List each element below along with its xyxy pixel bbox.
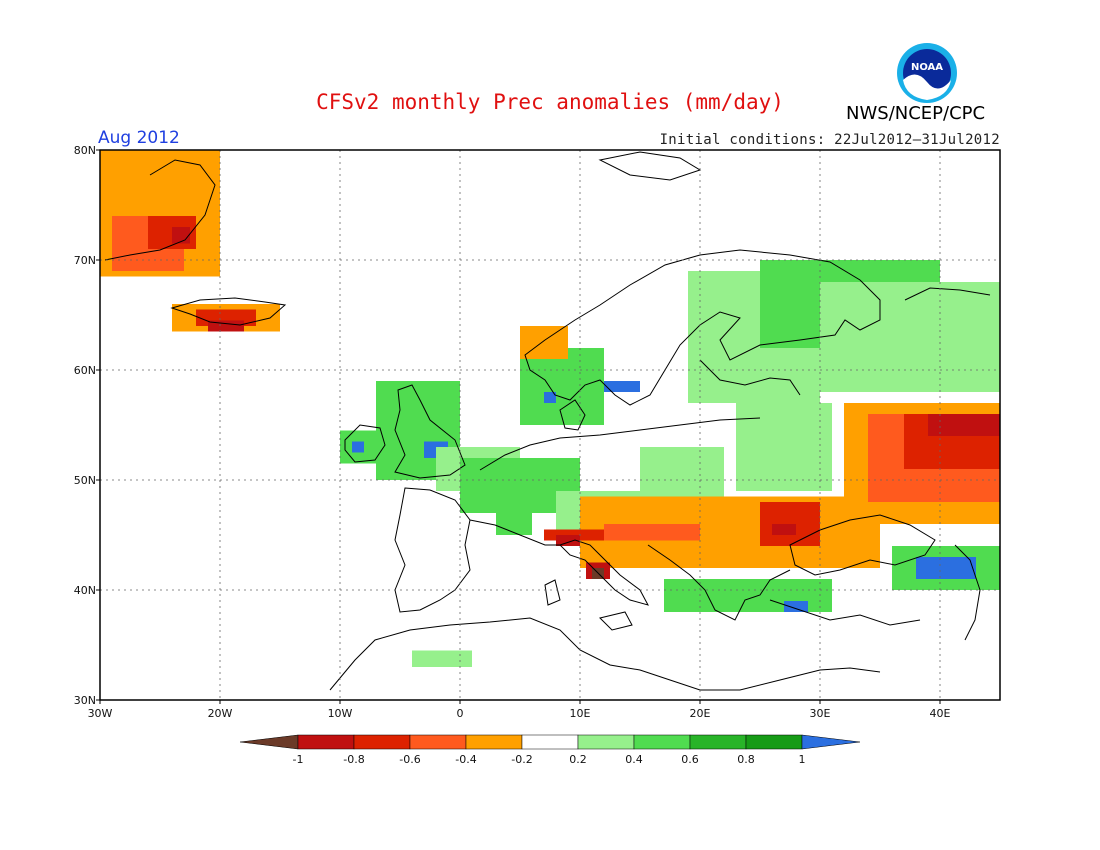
- lon-tick-label: 20E: [690, 707, 711, 720]
- longitude-labels: 30W 20W 10W 0 10E 20E 30E 40E: [88, 700, 951, 720]
- anomaly-cell: [544, 392, 556, 403]
- noaa-logo: NOAA: [897, 43, 957, 103]
- lon-tick-label: 40E: [930, 707, 951, 720]
- anomaly-cell: [496, 502, 532, 535]
- anomaly-cell: [520, 326, 568, 359]
- legend-label: -0.2: [511, 753, 532, 766]
- anomaly-cell: [916, 557, 976, 579]
- lon-tick-label: 20W: [208, 707, 233, 720]
- legend-label: -1: [293, 753, 304, 766]
- anomaly-cell: [172, 227, 190, 244]
- anomaly-cells: [100, 150, 1000, 667]
- lat-tick-label: 50N: [74, 474, 96, 487]
- legend-swatch: [577, 734, 635, 750]
- anomaly-cell: [604, 524, 700, 541]
- anomaly-cell: [736, 403, 832, 491]
- latitude-labels: 30N 40N 50N 60N 70N 80N: [74, 144, 100, 707]
- anomaly-cell: [412, 650, 472, 667]
- legend-swatch: [745, 734, 803, 750]
- lon-tick-label: 10W: [328, 707, 353, 720]
- chart-title: CFSv2 monthly Prec anomalies (mm/day): [316, 90, 784, 114]
- initial-conditions: Initial conditions: 22Jul2012–31Jul2012: [659, 132, 1000, 148]
- legend-label: 0.4: [625, 753, 643, 766]
- graticule: [100, 150, 1000, 700]
- lon-tick-label: 30E: [810, 707, 831, 720]
- lat-tick-label: 80N: [74, 144, 96, 157]
- legend-label: 1: [799, 753, 806, 766]
- legend-swatch: [633, 734, 691, 750]
- forecast-period: Aug 2012: [98, 128, 180, 148]
- legend-swatch: [689, 734, 747, 750]
- legend-label: -0.6: [399, 753, 420, 766]
- lat-tick-label: 70N: [74, 254, 96, 267]
- legend-swatch: [465, 734, 523, 750]
- anomaly-cell: [208, 320, 244, 332]
- lon-tick-label: 10E: [570, 707, 591, 720]
- legend-swatch: [353, 734, 411, 750]
- legend-label: 0.2: [569, 753, 587, 766]
- lat-tick-label: 30N: [74, 694, 96, 707]
- coastlines: [104, 151, 991, 691]
- map-frame: [99, 149, 1001, 701]
- anomaly-cell: [928, 414, 1000, 436]
- legend-high-triangle: [801, 734, 861, 750]
- legend-label: 0.6: [681, 753, 699, 766]
- anomaly-cell: [772, 524, 796, 535]
- legend-swatch: [521, 734, 579, 750]
- lat-tick-label: 40N: [74, 584, 96, 597]
- legend-swatch: [409, 734, 467, 750]
- anomaly-cell: [520, 348, 604, 425]
- legend-label: 0.8: [737, 753, 755, 766]
- anomaly-cell: [352, 441, 364, 453]
- legend-low-triangle: [239, 734, 299, 750]
- anomaly-cell: [784, 601, 808, 612]
- agency-label: NWS/NCEP/CPC: [846, 103, 986, 124]
- logo-text: NOAA: [911, 62, 943, 73]
- anomaly-cell: [556, 535, 580, 546]
- anomaly-cell: [604, 381, 640, 392]
- lon-tick-label: 0: [457, 707, 464, 720]
- lat-tick-label: 60N: [74, 364, 96, 377]
- legend-label: -0.4: [455, 753, 476, 766]
- legend-swatch: [297, 734, 355, 750]
- lon-tick-label: 30W: [88, 707, 113, 720]
- legend-label: -0.8: [343, 753, 364, 766]
- anomaly-cell: [820, 282, 1000, 392]
- color-legend: -1 -0.8 -0.6 -0.4 -0.2 0.2 0.4 0.6 0.8 1: [239, 734, 861, 766]
- anomaly-cell: [640, 447, 724, 502]
